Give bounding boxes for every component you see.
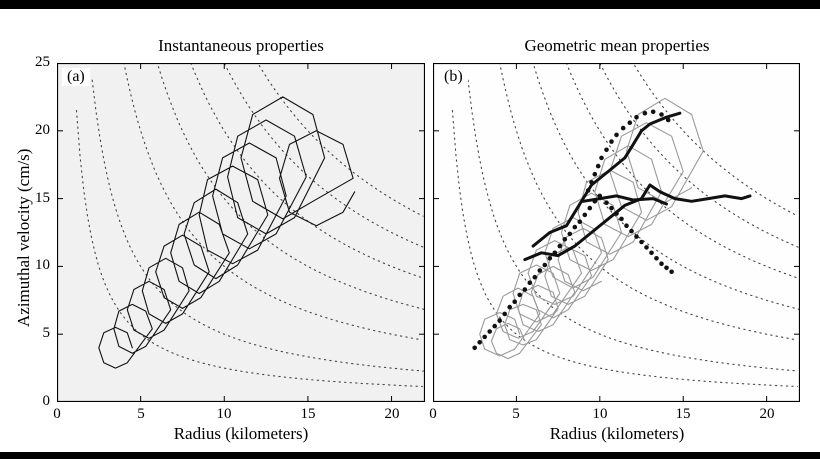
panel-b-x-tick-5: 5 (512, 406, 520, 422)
panel-b-letter-label: (b) (439, 68, 468, 86)
y-tick-label-5: 5 (42, 325, 51, 341)
y-tick-label-0: 0 (42, 393, 51, 409)
y-tick-label-20: 20 (35, 122, 50, 138)
panel-a-x-tick-15: 15 (300, 406, 316, 422)
panel-a-x-tick-5: 5 (137, 406, 145, 422)
panel-a-letter-label: (a) (62, 68, 90, 86)
panel-a-x-tick-0: 0 (53, 406, 61, 422)
bottom-border-bar (0, 452, 820, 459)
panel-a-plot-canvas (57, 63, 425, 402)
panel-b-x-tick-15: 15 (675, 406, 691, 422)
panel-b-x-tick-10: 10 (592, 406, 608, 422)
y-tick-label-15: 15 (35, 190, 50, 206)
y-axis-label: Azimuthal velocity (cm/s) (14, 148, 33, 327)
panel-b-x-tick-0: 0 (429, 406, 437, 422)
panel-a-x-axis-label: Radius (kilometers) (173, 424, 309, 443)
panel-a-title: Instantaneous properties (158, 36, 324, 55)
panel-a-x-tick-10: 10 (216, 406, 232, 422)
top-border-bar (0, 0, 820, 9)
y-tick-label-25: 25 (35, 54, 50, 70)
panel-b-x-tick-20: 20 (759, 406, 775, 422)
panel-a-x-tick-20: 20 (384, 406, 400, 422)
panel-b-plot-canvas (433, 63, 800, 402)
y-tick-label-10: 10 (35, 257, 50, 273)
panel-b-x-axis-label: Radius (kilometers) (549, 424, 685, 443)
panel-b-title: Geometric mean properties (524, 36, 710, 55)
